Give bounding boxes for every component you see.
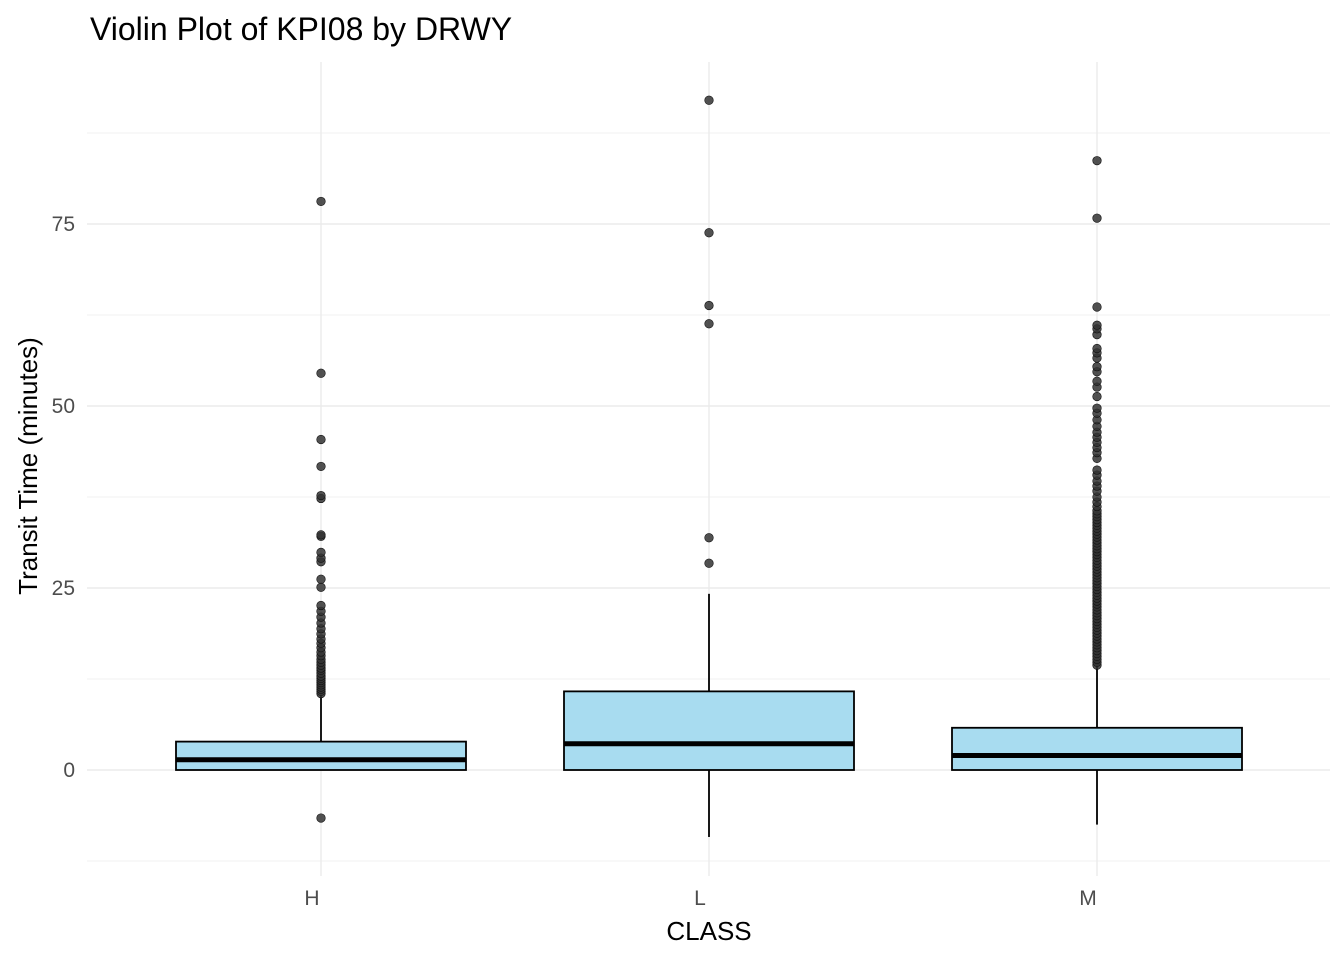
- outlier-point: [704, 533, 714, 543]
- outlier-point: [1092, 156, 1102, 166]
- outlier-point: [316, 461, 326, 472]
- outlier-point: [316, 574, 326, 584]
- outlier-point: [316, 547, 326, 557]
- x-tick-label: M: [1079, 887, 1097, 910]
- outlier-point: [704, 300, 714, 311]
- outlier-point: [1092, 343, 1102, 354]
- outlier-point: [1092, 391, 1102, 402]
- box-M: [951, 156, 1243, 825]
- outlier-point: [704, 228, 714, 238]
- outlier-point: [316, 490, 326, 501]
- chart-title: Violin Plot of KPI08 by DRWY: [90, 11, 512, 47]
- outlier-point: [316, 813, 326, 823]
- outlier-point: [1092, 376, 1102, 386]
- outlier-point: [1092, 362, 1102, 372]
- box-H: [175, 196, 467, 823]
- outlier-point: [316, 368, 326, 378]
- y-axis-title: Transit Time (minutes): [13, 337, 43, 595]
- outlier-point: [1092, 403, 1102, 413]
- y-tick-label: 25: [52, 577, 75, 600]
- outlier-point: [1092, 302, 1102, 312]
- outlier-point: [316, 434, 326, 445]
- iqr-box: [563, 690, 855, 771]
- y-tick-label: 75: [52, 213, 75, 236]
- outlier-point: [316, 196, 326, 207]
- outlier-point: [316, 600, 326, 611]
- iqr-box: [175, 740, 467, 771]
- outlier-point: [1092, 213, 1102, 223]
- box-L: [563, 95, 855, 837]
- box-layer: [175, 95, 1243, 837]
- outlier-point: [704, 95, 714, 105]
- outlier-point: [704, 558, 714, 568]
- iqr-box: [951, 726, 1243, 771]
- outlier-point: [1092, 465, 1102, 475]
- outlier-point: [1092, 320, 1102, 330]
- x-tick-label: L: [694, 887, 706, 910]
- x-tick-label: H: [304, 887, 319, 910]
- y-tick-label: 0: [63, 759, 75, 782]
- outlier-point: [316, 530, 326, 540]
- x-axis-title: CLASS: [666, 916, 751, 946]
- y-tick-label: 50: [52, 395, 75, 418]
- outlier-point: [704, 319, 714, 329]
- outlier-point: [316, 582, 326, 592]
- axis-ticks: 0 25 50 75 H L M: [52, 213, 1097, 910]
